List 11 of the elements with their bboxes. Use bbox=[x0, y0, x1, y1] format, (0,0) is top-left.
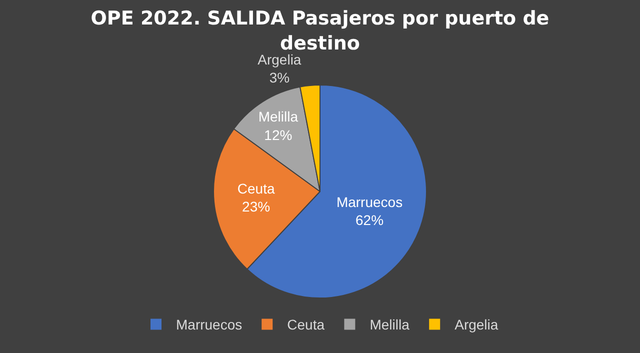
data-label: 62% bbox=[355, 212, 384, 228]
legend-label: Ceuta bbox=[287, 316, 325, 333]
slice-label: Ceuta bbox=[237, 180, 275, 196]
legend-label: Marruecos bbox=[176, 316, 242, 333]
data-label: 23% bbox=[242, 198, 270, 215]
data-label: 12% bbox=[264, 126, 292, 143]
data-label: 3% bbox=[269, 70, 290, 86]
slice-label: Marruecos bbox=[336, 194, 403, 210]
slice-label: Melilla bbox=[258, 108, 298, 125]
legend-label: Melilla bbox=[370, 316, 410, 333]
legend-label: Argelia bbox=[454, 316, 498, 333]
